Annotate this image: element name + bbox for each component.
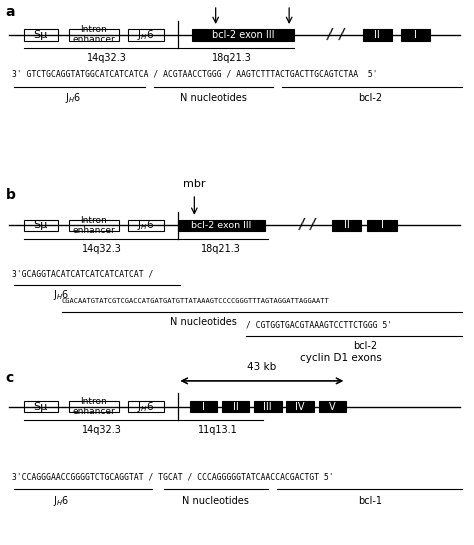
Text: 18q21.3: 18q21.3 — [201, 244, 240, 254]
Text: I: I — [202, 402, 205, 411]
Text: J$_H$6: J$_H$6 — [137, 28, 155, 41]
Text: b: b — [6, 188, 16, 202]
Text: bcl-2 exon III: bcl-2 exon III — [191, 221, 252, 230]
Text: 11q13.1: 11q13.1 — [198, 425, 238, 435]
Bar — [363, 29, 392, 41]
Text: N nucleotides: N nucleotides — [180, 93, 247, 104]
Bar — [24, 220, 58, 232]
Text: J$_H$6: J$_H$6 — [54, 288, 70, 301]
Text: J$_H$6: J$_H$6 — [54, 494, 70, 507]
Bar — [319, 401, 346, 413]
Text: bcl-2: bcl-2 — [353, 341, 377, 351]
Text: 14q32.3: 14q32.3 — [82, 244, 122, 254]
Text: III: III — [264, 402, 272, 411]
Bar — [69, 401, 118, 413]
Bar — [24, 29, 58, 41]
Text: mbr: mbr — [183, 179, 206, 189]
Text: Intron
enhancer: Intron enhancer — [72, 216, 115, 235]
Text: Sμ: Sμ — [34, 402, 48, 411]
Bar — [128, 29, 164, 41]
Bar — [222, 401, 249, 413]
Bar — [190, 401, 217, 413]
Text: N nucleotides: N nucleotides — [170, 317, 237, 327]
Text: II: II — [344, 221, 349, 231]
Bar — [128, 220, 164, 232]
Text: cyclin D1 exons: cyclin D1 exons — [301, 353, 382, 363]
Text: II: II — [374, 29, 380, 40]
Text: 3'CCAGGGAACCGGGGTCTGCAGGTAT / TGCAT / CCCAGGGGGTATCAACCACGACTGT 5': 3'CCAGGGAACCGGGGTCTGCAGGTAT / TGCAT / CC… — [12, 472, 334, 481]
Bar — [254, 401, 282, 413]
Text: Intron
enhancer: Intron enhancer — [72, 25, 115, 44]
Bar — [69, 29, 118, 41]
Text: 14q32.3: 14q32.3 — [82, 425, 122, 435]
Text: N nucleotides: N nucleotides — [182, 495, 249, 506]
Text: 14q32.3: 14q32.3 — [87, 53, 127, 63]
Text: /: / — [297, 217, 305, 233]
Text: /: / — [326, 27, 333, 43]
Text: CGACAATGTATCGTCGACCATGATGATGTTATAAAGTCCCCGGGTTTAGTAGGATTAGGAATT: CGACAATGTATCGTCGACCATGATGATGTTATAAAGTCCC… — [62, 298, 329, 304]
Text: bcl-2: bcl-2 — [358, 93, 382, 104]
Bar — [332, 220, 361, 232]
Text: I: I — [414, 29, 417, 40]
Text: II: II — [233, 402, 238, 411]
Text: V: V — [329, 402, 336, 411]
Bar — [367, 220, 397, 232]
Text: / CGTGGTGACGTAAAGTCCTTCTGGG 5': / CGTGGTGACGTAAAGTCCTTCTGGG 5' — [246, 320, 393, 330]
Text: 43 kb: 43 kb — [247, 362, 276, 372]
Bar — [128, 401, 164, 413]
Bar — [286, 401, 314, 413]
Bar — [24, 401, 58, 413]
Text: J$_H$6: J$_H$6 — [137, 219, 155, 233]
Text: /: / — [337, 27, 345, 43]
Bar — [69, 220, 118, 232]
Text: 3' GTCTGCAGGTATGGCATCATCATCA / ACGTAACCTGGG / AAGTCTTTACTGACTTGCAGTCTAA  5': 3' GTCTGCAGGTATGGCATCATCATCA / ACGTAACCT… — [12, 69, 377, 78]
Bar — [178, 220, 265, 232]
Text: 3'GCAGGTACATCATCATCATCATCAT /: 3'GCAGGTACATCATCATCATCATCAT / — [12, 269, 153, 278]
Bar — [401, 29, 430, 41]
Text: /: / — [309, 217, 317, 233]
Text: c: c — [6, 371, 14, 385]
Text: bcl-2 exon III: bcl-2 exon III — [212, 29, 274, 40]
Text: bcl-1: bcl-1 — [358, 495, 382, 506]
Text: a: a — [6, 5, 15, 20]
Text: J$_H$6: J$_H$6 — [65, 92, 82, 105]
Text: Intron
enhancer: Intron enhancer — [72, 397, 115, 416]
Bar — [192, 29, 294, 41]
Text: Sμ: Sμ — [34, 221, 48, 231]
Text: 18q21.3: 18q21.3 — [212, 53, 252, 63]
Text: IV: IV — [295, 402, 305, 411]
Text: J$_H$6: J$_H$6 — [137, 399, 155, 414]
Text: I: I — [381, 221, 383, 231]
Text: Sμ: Sμ — [34, 29, 48, 40]
